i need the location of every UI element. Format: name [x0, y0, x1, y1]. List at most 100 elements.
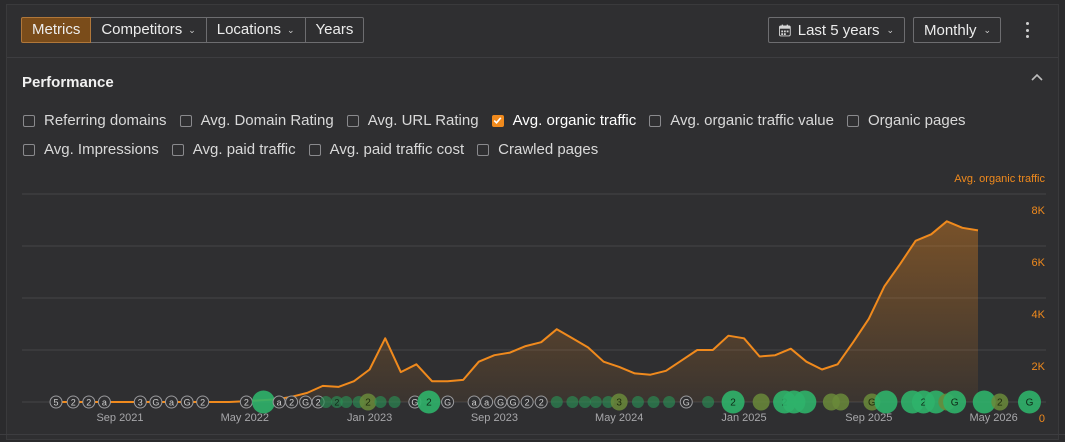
y-tick-label: 2K — [1032, 361, 1046, 373]
annotation-marker — [520, 395, 534, 409]
annotation-marker — [66, 395, 80, 409]
annotation-marker — [285, 395, 299, 409]
checkbox[interactable] — [23, 143, 35, 156]
annotation-marker — [943, 390, 967, 414]
metric-row: Avg. Impressions Avg. paid traffic Avg. … — [23, 135, 1023, 164]
annotation-marker — [97, 395, 111, 409]
x-tick-label: Sep 2025 — [845, 412, 892, 424]
x-tick-label: Sep 2023 — [471, 412, 518, 424]
checkbox[interactable] — [846, 114, 859, 127]
chevron-down-icon: ⌄ — [188, 25, 196, 35]
checkbox[interactable] — [179, 114, 192, 127]
annotation-marker-label: 2 — [365, 398, 371, 409]
annotation-marker — [506, 395, 520, 409]
annotation-marker — [589, 396, 602, 408]
chevron-down-icon: ⌄ — [886, 24, 894, 35]
annotation-marker-label: G — [497, 398, 504, 408]
calendar-icon — [779, 24, 791, 36]
annotation-marker — [663, 396, 676, 408]
y-tick-label: 0 — [1039, 413, 1045, 425]
metric-selector: Referring domains Avg. Domain Rating Avg… — [23, 106, 1023, 164]
metric-label: Referring domains — [44, 112, 167, 129]
metric-organic-pages[interactable]: Organic pages — [846, 112, 966, 129]
metric-avg-paid-traffic-cost[interactable]: Avg. paid traffic cost — [308, 141, 465, 158]
annotation-marker — [480, 395, 494, 409]
chevron-up-icon[interactable] — [1030, 71, 1044, 85]
annotation-marker-label: 2 — [730, 398, 736, 409]
checkbox[interactable] — [346, 114, 359, 127]
toolbar: Metrics Competitors ⌄ Locations ⌄ Years — [7, 5, 1058, 58]
metric-referring-domains[interactable]: Referring domains — [23, 112, 167, 129]
check-icon — [493, 117, 502, 124]
checkbox[interactable] — [308, 143, 321, 156]
metric-avg-url-rating[interactable]: Avg. URL Rating — [346, 112, 479, 129]
annotation-marker — [441, 395, 455, 409]
annotation-marker-label: 2 — [426, 398, 432, 409]
y-tick-label: 6K — [1032, 257, 1046, 269]
annotation-marker-label: a — [102, 398, 107, 408]
annotation-marker-label: a — [484, 398, 489, 408]
tab-metrics[interactable]: Metrics — [21, 17, 92, 43]
chevron-down-icon: ⌄ — [983, 24, 992, 35]
x-tick-label: Jan 2023 — [347, 412, 392, 424]
annotation-marker — [647, 396, 660, 408]
metric-avg-organic-traffic-value[interactable]: Avg. organic traffic value — [649, 112, 834, 129]
metric-label: Organic pages — [867, 112, 966, 129]
annotation-marker — [133, 395, 147, 409]
annotation-marker-label: 2 — [86, 398, 91, 408]
metric-avg-organic-traffic[interactable]: Avg. organic traffic — [491, 112, 636, 129]
metric-row: Referring domains Avg. Domain Rating Avg… — [23, 106, 1023, 135]
annotation-marker — [417, 390, 441, 414]
metric-label: Avg. URL Rating — [367, 112, 479, 129]
metric-avg-domain-rating[interactable]: Avg. Domain Rating — [179, 112, 334, 129]
tab-years[interactable]: Years — [305, 17, 365, 43]
x-tick-label: Sep 2021 — [96, 412, 143, 424]
tab-locations[interactable]: Locations ⌄ — [206, 17, 306, 43]
annotation-marker — [374, 396, 387, 408]
annotation-marker-label: a — [277, 398, 282, 408]
checkbox[interactable] — [171, 143, 184, 156]
annotation-marker-label: 2 — [71, 398, 76, 408]
annotation-marker-label: 2 — [997, 398, 1003, 409]
annotation-marker-label: 2 — [289, 398, 294, 408]
metric-avg-impressions[interactable]: Avg. Impressions — [23, 141, 159, 158]
metric-label: Avg. paid traffic cost — [329, 141, 465, 158]
view-segmented-control: Metrics Competitors ⌄ Locations ⌄ Years — [21, 17, 365, 43]
metric-avg-paid-traffic[interactable]: Avg. paid traffic — [171, 141, 296, 158]
annotation-marker-label: 2 — [316, 398, 321, 408]
annotation-marker-label: G — [444, 398, 451, 408]
y-axis-label: Avg. organic traffic — [954, 173, 1045, 185]
annotation-marker — [566, 396, 579, 408]
annotation-marker — [252, 390, 276, 414]
annotation-marker — [359, 393, 377, 411]
y-tick-label: 4K — [1032, 309, 1046, 321]
annotation-marker-label: G — [683, 398, 690, 408]
y-tick-label: 8K — [1032, 205, 1046, 217]
annotation-marker — [82, 395, 96, 409]
checkbox-checked[interactable] — [491, 114, 504, 127]
kebab-menu-icon[interactable] — [1019, 19, 1035, 41]
tab-competitors[interactable]: Competitors ⌄ — [91, 17, 207, 43]
annotation-marker — [49, 395, 63, 409]
metric-label: Avg. Domain Rating — [200, 112, 334, 129]
annotation-marker — [164, 395, 178, 409]
annotation-marker-label: 3 — [138, 398, 143, 408]
checkbox[interactable] — [649, 114, 662, 127]
annotation-marker — [679, 395, 693, 409]
tab-locations-label: Locations — [216, 21, 281, 38]
metric-crawled-pages[interactable]: Crawled pages — [477, 141, 598, 158]
annotation-marker — [721, 390, 745, 414]
tab-metrics-label: Metrics — [32, 21, 81, 38]
checkbox[interactable] — [23, 114, 35, 127]
annotation-marker-label: 2 — [525, 398, 530, 408]
annotation-marker — [340, 396, 353, 408]
interval-dropdown[interactable]: Monthly ⌄ — [913, 17, 1001, 43]
annotation-marker — [550, 396, 563, 408]
date-range-dropdown[interactable]: Last 5 years ⌄ — [768, 17, 905, 43]
tab-years-label: Years — [315, 21, 354, 38]
checkbox[interactable] — [477, 143, 490, 156]
annotation-marker — [196, 395, 210, 409]
annotation-marker — [874, 390, 898, 414]
annotation-marker — [388, 396, 401, 408]
